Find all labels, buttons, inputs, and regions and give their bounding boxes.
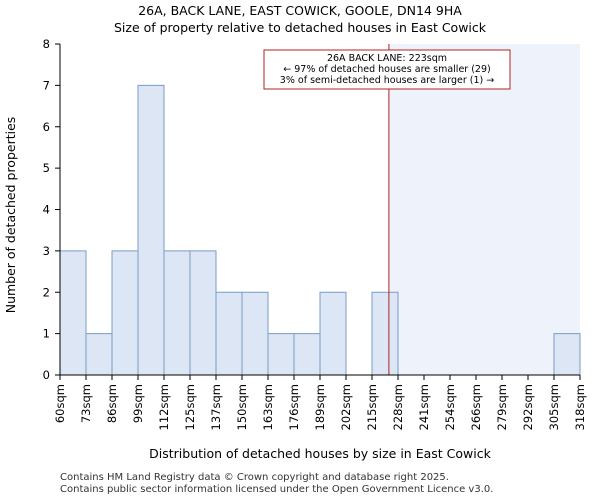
x-tick-label: 305sqm <box>547 384 561 430</box>
annotation-line-1: 26A BACK LANE: 223sqm <box>327 53 447 64</box>
x-tick-label: 137sqm <box>209 384 223 430</box>
bar-86sqm <box>111 250 139 376</box>
bar-137sqm <box>215 291 243 376</box>
x-tick-label: 292sqm <box>521 384 535 430</box>
x-tick-label: 99sqm <box>131 384 145 423</box>
footer-copyright: Contains HM Land Registry data © Crown c… <box>60 472 449 483</box>
annotation-box <box>263 49 511 90</box>
bar-73sqm <box>85 333 113 376</box>
footer-licence: Contains public sector information licen… <box>60 484 494 495</box>
x-tick-label: 176sqm <box>287 384 301 430</box>
x-tick-label: 228sqm <box>391 384 405 430</box>
y-tick-label: 3 <box>43 244 50 258</box>
highlight-region <box>388 44 580 375</box>
y-tick-label: 6 <box>43 120 50 134</box>
y-tick-label: 2 <box>43 285 50 299</box>
y-tick-label: 7 <box>43 78 50 92</box>
x-tick-label: 60sqm <box>53 384 67 423</box>
x-axis-label: Distribution of detached houses by size … <box>149 446 491 461</box>
y-tick-label: 5 <box>43 161 50 175</box>
x-tick-label: 266sqm <box>469 384 483 430</box>
bar-176sqm <box>293 333 321 376</box>
chart-subtitle: Size of property relative to detached ho… <box>114 20 487 35</box>
x-tick-label: 318sqm <box>573 384 587 430</box>
x-tick-label: 189sqm <box>313 384 327 430</box>
x-tick-label: 112sqm <box>157 384 171 430</box>
bar-112sqm <box>163 250 191 376</box>
y-tick-label: 0 <box>43 368 50 382</box>
y-tick-label: 1 <box>43 327 50 341</box>
x-tick-label: 254sqm <box>443 384 457 430</box>
x-tick-label: 279sqm <box>495 384 509 430</box>
bar-60sqm <box>59 250 87 376</box>
bar-189sqm <box>319 291 347 376</box>
y-tick-label: 8 <box>43 37 50 51</box>
x-tick-label: 202sqm <box>339 384 353 430</box>
annotation-line-2: ← 97% of detached houses are smaller (29… <box>283 64 490 75</box>
annotation-line-3: 3% of semi-detached houses are larger (1… <box>280 75 494 86</box>
chart: 60sqm 73sqm 86sqm 99sqm 112sqm 125sqm 137sqm 15… <box>3 3 587 461</box>
x-tick-label: 150sqm <box>235 384 249 430</box>
x-tick-label: 215sqm <box>365 384 379 430</box>
bar-163sqm <box>267 333 295 376</box>
x-tick-label: 163sqm <box>261 384 275 430</box>
chart-title: 26A, BACK LANE, EAST COWICK, GOOLE, DN14… <box>138 3 462 18</box>
x-tick-label: 241sqm <box>417 384 431 430</box>
x-tick-label: 125sqm <box>183 384 197 430</box>
bar-99sqm <box>137 84 165 376</box>
bar-305sqm <box>553 333 581 376</box>
y-axis-label: Number of detached properties <box>3 117 18 314</box>
bar-125sqm <box>189 250 217 376</box>
y-tick-label: 4 <box>43 203 50 217</box>
x-tick-label: 86sqm <box>105 384 119 423</box>
bar-215sqm <box>371 291 399 376</box>
bar-150sqm <box>241 291 269 376</box>
x-tick-label: 73sqm <box>79 384 93 423</box>
